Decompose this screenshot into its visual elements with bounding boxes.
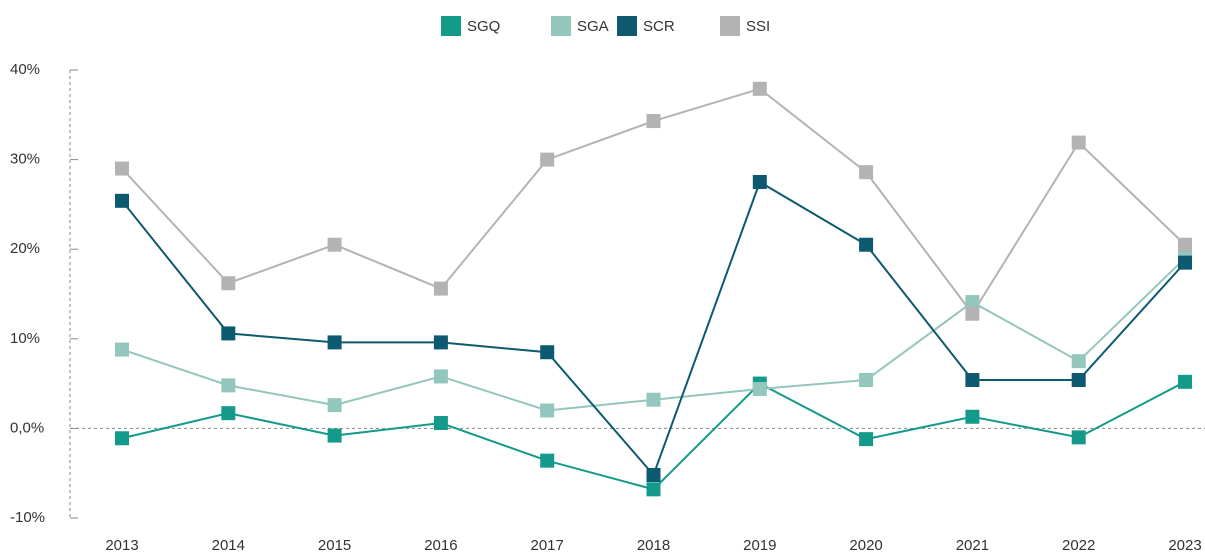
point-marker <box>433 416 448 431</box>
series-line <box>121 180 1186 477</box>
point-marker <box>433 281 448 296</box>
legend-label: SGA <box>577 18 609 35</box>
legend-label: SGQ <box>467 18 500 35</box>
point-marker <box>1178 255 1192 270</box>
legend-swatch <box>617 16 637 36</box>
legend-label: SSI <box>746 18 770 35</box>
legend-label: SCR <box>643 18 675 35</box>
legend-swatch <box>551 16 571 36</box>
point-marker <box>221 276 236 291</box>
x-tick-label: 2016 <box>424 537 457 554</box>
point-marker <box>646 467 661 482</box>
point-marker <box>540 152 555 167</box>
x-tick-label: 2020 <box>849 537 882 554</box>
point-marker <box>540 453 555 468</box>
x-tick-label: 2019 <box>743 537 776 554</box>
point-marker <box>115 193 129 208</box>
point-marker <box>327 237 342 252</box>
point-marker <box>859 237 874 252</box>
legend-swatch <box>441 16 461 36</box>
legend-swatch <box>720 16 740 36</box>
point-marker <box>965 295 980 310</box>
point-marker <box>115 161 129 176</box>
point-marker <box>859 432 874 447</box>
point-marker <box>115 342 129 357</box>
y-tick-label: 0,0% <box>10 419 44 436</box>
x-tick-label: 2015 <box>318 537 351 554</box>
point-marker <box>115 431 129 446</box>
point-marker <box>965 409 980 424</box>
point-marker <box>221 378 236 393</box>
point-marker <box>1071 430 1086 445</box>
x-tick-label: 2014 <box>212 537 245 554</box>
point-marker <box>1071 135 1086 150</box>
point-marker <box>646 392 661 407</box>
point-marker <box>1178 374 1192 389</box>
point-marker <box>1071 373 1086 388</box>
point-marker <box>433 369 448 384</box>
point-marker <box>540 345 555 360</box>
point-marker <box>752 81 767 96</box>
point-marker <box>327 398 342 413</box>
point-marker <box>646 114 661 129</box>
point-marker <box>1071 354 1086 369</box>
point-marker <box>221 406 236 421</box>
point-marker <box>965 306 980 321</box>
point-marker <box>859 165 874 180</box>
point-marker <box>965 373 980 388</box>
y-tick-label: 30% <box>10 151 40 168</box>
y-tick-label: 10% <box>10 330 40 347</box>
x-tick-label: 2023 <box>1168 537 1201 554</box>
point-marker <box>540 403 555 418</box>
x-tick-label: 2017 <box>531 537 564 554</box>
point-marker <box>752 381 767 396</box>
point-marker <box>752 175 767 189</box>
point-marker <box>327 335 342 350</box>
x-tick-label: 2022 <box>1062 537 1095 554</box>
x-tick-label: 2018 <box>637 537 670 554</box>
point-marker <box>859 373 874 388</box>
point-marker <box>646 482 661 497</box>
point-marker <box>1178 237 1192 252</box>
point-marker <box>327 428 342 443</box>
point-marker <box>221 326 236 341</box>
y-tick-label: -10% <box>10 509 45 526</box>
x-tick-label: 2021 <box>956 537 989 554</box>
series-line <box>121 257 1186 412</box>
point-marker <box>433 335 448 350</box>
x-tick-label: 2013 <box>105 537 138 554</box>
y-tick-label: 40% <box>10 61 40 78</box>
y-tick-label: 20% <box>10 240 40 257</box>
